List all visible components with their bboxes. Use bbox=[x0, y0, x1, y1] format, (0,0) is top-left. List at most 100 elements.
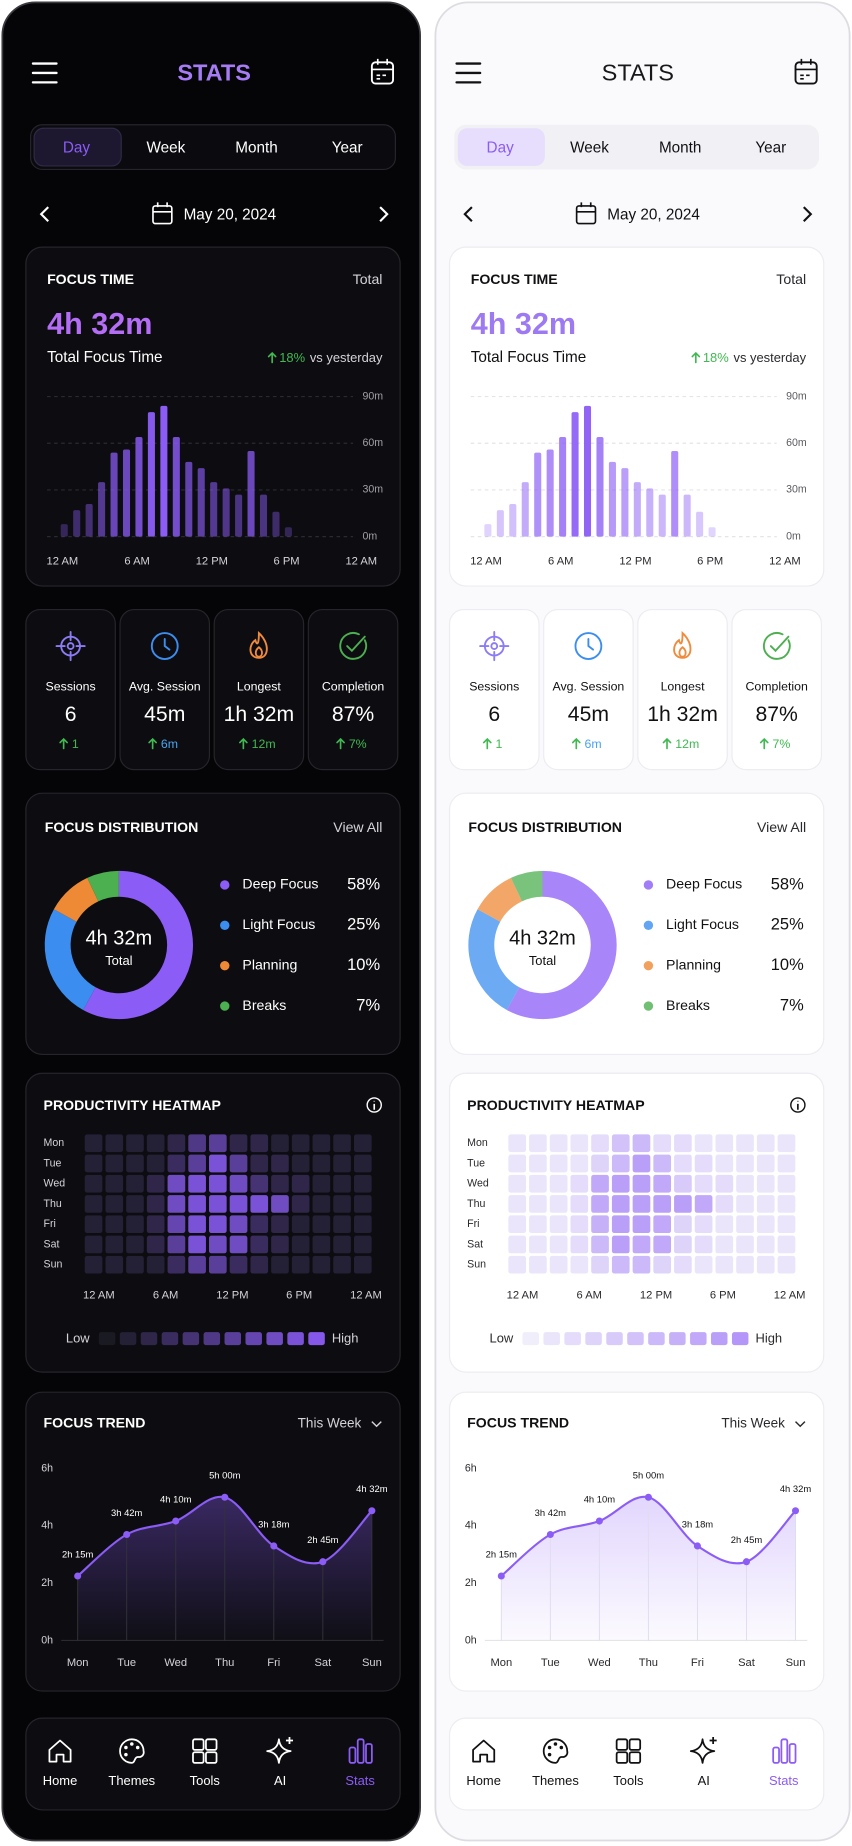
heatmap-cell-base bbox=[777, 1255, 796, 1274]
nav-item[interactable]: Home bbox=[43, 1739, 78, 1788]
heatmap-cell bbox=[632, 1154, 651, 1173]
heatmap-cell bbox=[271, 1215, 289, 1234]
tab[interactable]: Year bbox=[755, 139, 786, 156]
bar bbox=[521, 482, 529, 537]
sessions-icon bbox=[55, 631, 86, 662]
calendar-button[interactable] bbox=[370, 58, 394, 85]
nav-item[interactable]: Tools bbox=[190, 1738, 220, 1788]
nav-item[interactable]: Home bbox=[466, 1739, 501, 1788]
x-tick-label: Fri bbox=[691, 1657, 704, 1669]
previous-day-button[interactable] bbox=[39, 206, 49, 222]
tab[interactable]: Day bbox=[33, 127, 122, 167]
heatmap-cell-base bbox=[694, 1134, 713, 1153]
legend-label: Planning bbox=[666, 956, 721, 972]
bar bbox=[559, 437, 567, 537]
legend-value: 7% bbox=[780, 996, 804, 1014]
card-title: PRODUCTIVITY HEATMAP bbox=[44, 1097, 221, 1113]
heatmap-cell-base bbox=[756, 1154, 775, 1173]
period-label: This Week bbox=[298, 1416, 362, 1431]
view-all-link[interactable]: View All bbox=[757, 819, 806, 835]
tab[interactable]: Year bbox=[332, 139, 363, 156]
heatmap-row-label: Sun bbox=[467, 1259, 486, 1271]
tab[interactable]: Month bbox=[659, 139, 701, 156]
legend-label: Planning bbox=[242, 956, 297, 972]
heatmap-cell-base bbox=[105, 1215, 124, 1234]
ai-icon bbox=[266, 1738, 292, 1764]
heatmap-cell bbox=[208, 1235, 227, 1254]
period-dropdown[interactable]: This Week bbox=[298, 1416, 382, 1431]
tools-icon bbox=[628, 1751, 642, 1764]
x-tick-label: Wed bbox=[164, 1657, 187, 1669]
heatmap-cell-base bbox=[291, 1255, 310, 1274]
tab[interactable]: Week bbox=[147, 139, 186, 156]
tools-icon bbox=[615, 1738, 629, 1751]
stat-value: 1h 32m bbox=[224, 703, 295, 726]
heatmap-cell-base bbox=[333, 1255, 351, 1274]
info-icon[interactable] bbox=[790, 1097, 806, 1113]
heatmap-cell bbox=[529, 1235, 547, 1254]
heatmap-cell bbox=[333, 1134, 351, 1153]
nav-item[interactable]: Stats bbox=[345, 1738, 375, 1788]
heatmap-cell bbox=[208, 1215, 227, 1234]
heatmap-cell-base bbox=[777, 1174, 796, 1193]
heatmap-row-label: Thu bbox=[467, 1198, 485, 1210]
heatmap-cell-base bbox=[591, 1215, 609, 1234]
trend-point bbox=[172, 1517, 180, 1525]
heatmap-cell bbox=[653, 1215, 672, 1234]
nav-item[interactable]: AI bbox=[689, 1736, 717, 1788]
heatmap-cell bbox=[715, 1235, 734, 1254]
heatmap-cell-base bbox=[549, 1235, 568, 1254]
heatmap-cell-base bbox=[674, 1174, 692, 1193]
legend-swatch bbox=[308, 1332, 325, 1346]
tab[interactable]: Day bbox=[457, 128, 545, 166]
up-arrow-icon bbox=[759, 737, 769, 750]
filter-label: Total bbox=[776, 271, 806, 287]
heatmap-cell-base bbox=[353, 1215, 372, 1234]
heatmap-cell bbox=[653, 1174, 672, 1193]
previous-day-button[interactable] bbox=[463, 206, 473, 222]
heatmap-cell bbox=[229, 1154, 248, 1173]
bar bbox=[247, 451, 255, 537]
heatmap-cell bbox=[84, 1215, 103, 1234]
tab-label: Week bbox=[570, 139, 609, 156]
heatmap-cell bbox=[777, 1154, 796, 1173]
view-all-link[interactable]: View All bbox=[333, 819, 382, 835]
legend-swatch bbox=[266, 1332, 283, 1346]
stat-change: 1 bbox=[72, 737, 79, 751]
nav-item[interactable]: Themes bbox=[532, 1738, 579, 1788]
date-calendar-icon bbox=[152, 202, 172, 213]
period-dropdown[interactable]: This Week bbox=[721, 1416, 806, 1431]
stat-change: 12m bbox=[675, 737, 699, 751]
y-tick-label: 0m bbox=[362, 530, 377, 542]
menu-button[interactable] bbox=[31, 62, 58, 84]
x-tick-label: 12 AM bbox=[774, 1290, 806, 1302]
calendar-button[interactable] bbox=[794, 58, 818, 85]
heatmap-cell-base bbox=[146, 1215, 165, 1234]
x-tick-label: Mon bbox=[490, 1657, 512, 1669]
x-tick-label: Thu bbox=[215, 1657, 234, 1669]
nav-item[interactable]: Stats bbox=[769, 1738, 798, 1788]
heatmap-cell bbox=[715, 1255, 734, 1274]
tab[interactable]: Week bbox=[570, 139, 609, 156]
heatmap-cell bbox=[508, 1154, 527, 1173]
nav-item[interactable]: Tools bbox=[613, 1738, 644, 1788]
heatmap-cell bbox=[591, 1154, 609, 1173]
heatmap-cell bbox=[229, 1195, 248, 1213]
next-day-button[interactable] bbox=[379, 206, 389, 222]
x-tick-label: 6 AM bbox=[124, 555, 149, 567]
heatmap-cell-base bbox=[653, 1215, 672, 1234]
focus-time-card bbox=[448, 246, 825, 587]
tab[interactable]: Month bbox=[235, 139, 277, 156]
heatmap-cell-base bbox=[715, 1255, 734, 1274]
heatmap-cell-base bbox=[105, 1235, 124, 1254]
stat-card bbox=[637, 608, 728, 771]
next-day-button[interactable] bbox=[803, 206, 813, 222]
heatmap-cell-base bbox=[736, 1235, 754, 1254]
nav-item[interactable]: Themes bbox=[108, 1738, 155, 1788]
info-icon[interactable] bbox=[366, 1097, 382, 1113]
menu-button[interactable] bbox=[455, 62, 482, 84]
nav-item[interactable]: AI bbox=[266, 1736, 294, 1788]
heatmap-cell bbox=[736, 1215, 754, 1234]
heatmap-cell bbox=[291, 1134, 310, 1153]
heatmap-cell-base bbox=[777, 1235, 796, 1254]
